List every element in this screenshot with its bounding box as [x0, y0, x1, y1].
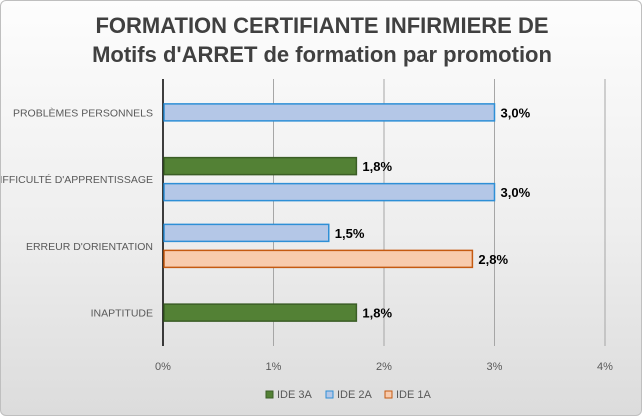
bar	[163, 223, 330, 243]
y-category-label: INAPTITUDE	[91, 308, 153, 320]
bar	[163, 182, 496, 202]
data-label: 2,8%	[478, 252, 508, 267]
data-label: 3,0%	[501, 105, 531, 120]
chart-title-line-2: Motifs d'ARRET de formation par promotio…	[92, 42, 552, 67]
bar	[163, 103, 496, 122]
legend-swatch	[265, 390, 274, 399]
chart-title-line-1: FORMATION CERTIFIANTE INFIRMIERE DE	[95, 13, 549, 38]
bar	[163, 303, 358, 322]
data-label: 1,8%	[362, 159, 392, 174]
legend-label: IDE 2A	[337, 389, 373, 401]
legend-label: IDE 1A	[396, 389, 432, 401]
x-tick-label: 1%	[266, 361, 282, 373]
bar	[163, 156, 358, 176]
legend-swatch	[384, 390, 393, 399]
bar	[163, 249, 474, 269]
x-tick-label: 2%	[376, 361, 392, 373]
x-tick-label: 4%	[597, 361, 613, 373]
y-category-label: DIFFICULTÉ D'APPRENTISSAGE	[1, 173, 153, 186]
x-tick-label: 0%	[155, 361, 171, 373]
legend-label: IDE 3A	[277, 389, 313, 401]
legend-swatch	[325, 390, 334, 399]
data-label: 3,0%	[501, 185, 531, 200]
data-label: 1,5%	[335, 226, 365, 241]
y-category-label: ERREUR D'ORIENTATION	[26, 241, 153, 253]
x-tick-label: 3%	[487, 361, 503, 373]
y-category-label: PROBLÈMES PERSONNELS	[13, 106, 153, 119]
data-label: 1,8%	[362, 306, 392, 321]
